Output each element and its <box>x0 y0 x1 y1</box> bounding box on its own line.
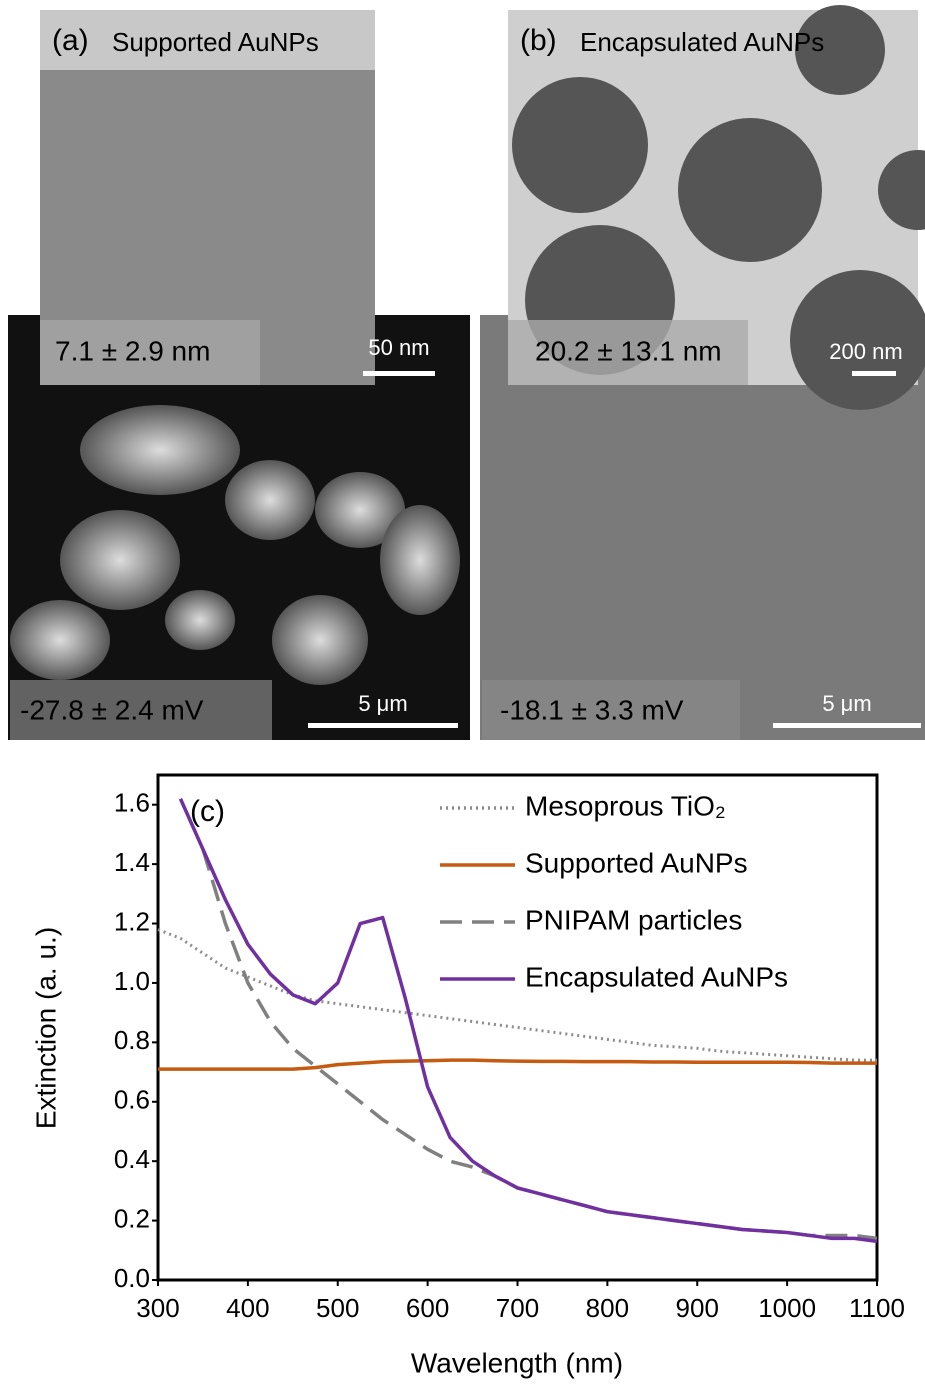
x-axis-title: Wavelength (nm) <box>411 1347 623 1378</box>
figure: (a) Supported AuNPs 7.1 ± 2.9 nm 50 nm -… <box>0 0 925 1386</box>
y-tick-label: 0.4 <box>114 1144 150 1174</box>
annotation: (c) <box>190 795 225 828</box>
x-tick-label: 400 <box>226 1293 269 1323</box>
scale-bar <box>852 371 896 376</box>
x-tick-label: 300 <box>136 1293 179 1323</box>
scale-label: 50 nm <box>368 335 429 360</box>
x-tick-label: 700 <box>496 1293 539 1323</box>
legend-label: PNIPAM particles <box>525 904 742 935</box>
x-tick-label: 800 <box>586 1293 629 1323</box>
series-line <box>158 929 877 1060</box>
scale-label: 5 μm <box>358 691 407 716</box>
legend-label: Mesoprous TiO₂ <box>525 790 726 821</box>
x-tick-label: 900 <box>676 1293 719 1323</box>
size-label: 7.1 ± 2.9 nm <box>55 335 210 366</box>
scale-bar <box>308 723 458 728</box>
scale-label: 5 μm <box>822 691 871 716</box>
scale-label: 200 nm <box>829 339 902 364</box>
size-label: 20.2 ± 13.1 nm <box>535 335 722 366</box>
zeta-label: -27.8 ± 2.4 mV <box>20 694 204 725</box>
x-tick-label: 1100 <box>849 1293 905 1323</box>
y-tick-label: 0.8 <box>114 1025 150 1055</box>
y-tick-label: 1.4 <box>114 847 150 877</box>
y-tick-label: 0.2 <box>114 1203 150 1233</box>
x-tick-label: 1000 <box>758 1293 816 1323</box>
plot-frame <box>158 775 877 1280</box>
panel-title: Supported AuNPs <box>112 27 319 57</box>
y-tick-label: 1.2 <box>114 906 150 936</box>
legend-label: Supported AuNPs <box>525 847 748 878</box>
zeta-label: -18.1 ± 3.3 mV <box>500 694 684 725</box>
y-tick-label: 0.6 <box>114 1085 150 1115</box>
legend-label: Encapsulated AuNPs <box>525 961 788 992</box>
x-tick-label: 500 <box>316 1293 359 1323</box>
y-tick-label: 1.0 <box>114 966 150 996</box>
series-line <box>158 1060 877 1069</box>
y-tick-label: 0.0 <box>114 1263 150 1293</box>
y-tick-label: 1.6 <box>114 788 150 818</box>
page: {"panels": { "a": {"label": "(a)", "titl… <box>0 0 925 1386</box>
panel-title: Encapsulated AuNPs <box>580 27 824 57</box>
scale-bar <box>363 371 435 376</box>
scale-bar <box>773 723 921 728</box>
panel-label: (b) <box>520 24 557 57</box>
x-tick-label: 600 <box>406 1293 449 1323</box>
y-axis-title: Extinction (a. u.) <box>30 927 61 1129</box>
panel-label: (a) <box>52 24 89 57</box>
